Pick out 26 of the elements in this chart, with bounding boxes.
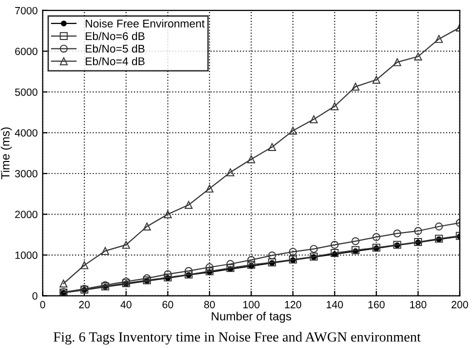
x-tick-label: 60 xyxy=(162,300,174,308)
x-tick-label: 180 xyxy=(410,300,426,308)
x-tick-label: 140 xyxy=(326,300,343,308)
y-tick-label: 5000 xyxy=(15,88,38,96)
caption: Fig. 6 Tags Inventory time in Noise Free and AWGN environment xyxy=(54,332,421,345)
y-axis-title: Time (ms) xyxy=(0,128,12,180)
y-tick-label: 7000 xyxy=(15,6,38,14)
x-tick-label: 40 xyxy=(120,300,132,308)
legend-label: Eb/No=4 dB xyxy=(86,57,145,66)
y-tick-label: 4000 xyxy=(14,129,38,137)
x-axis-title: Number of tags xyxy=(212,312,292,323)
y-tick-label: 1000 xyxy=(15,252,38,259)
x-tick-label: 20 xyxy=(79,300,90,308)
x-tick-label: 100 xyxy=(243,300,260,308)
y-tick-label: 0 xyxy=(32,292,38,300)
y-tick-label: 2000 xyxy=(15,210,38,218)
x-tick-label: 160 xyxy=(368,300,385,308)
legend-label: Noise Free Environment xyxy=(86,19,205,28)
legend-label: Eb/No=6 dB xyxy=(86,32,145,40)
y-tick-label: 6000 xyxy=(15,48,38,56)
x-tick-label: 120 xyxy=(285,300,302,308)
x-tick-label: 200 xyxy=(452,300,468,308)
legend-label: Eb/No=5 dB xyxy=(86,44,145,53)
y-tick-label: 3000 xyxy=(15,170,38,178)
x-tick-label: 80 xyxy=(204,300,215,308)
x-tick-label: 0 xyxy=(40,300,46,308)
